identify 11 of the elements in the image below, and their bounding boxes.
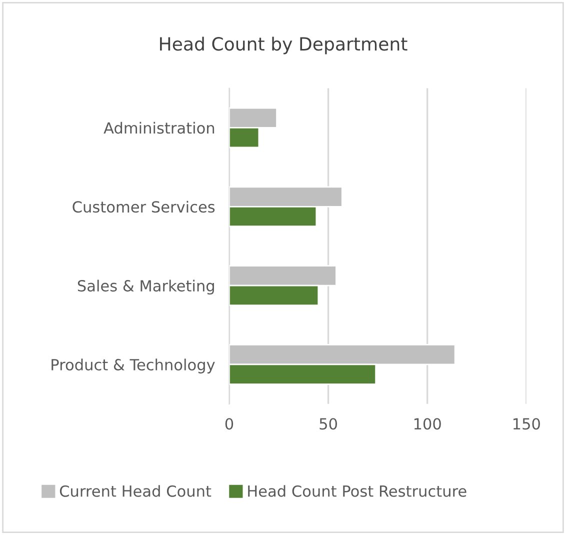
- y-tick-label: Product & Technology: [52, 358, 215, 374]
- x-tick-label: 0: [225, 418, 234, 430]
- y-tick-label: Customer Services: [72, 200, 215, 213]
- x-tick-label: 50: [320, 418, 337, 430]
- y-tick-label: Administration: [104, 122, 214, 134]
- chart-title: Head Count by Department: [160, 36, 408, 54]
- x-tick-label: 100: [414, 418, 441, 430]
- x-tick-label: 150: [513, 418, 540, 430]
- legend-label: Head Count Post Restructure: [248, 485, 466, 497]
- y-tick-label: Sales & Marketing: [78, 280, 214, 295]
- legend-label: Current Head Count: [60, 485, 212, 497]
